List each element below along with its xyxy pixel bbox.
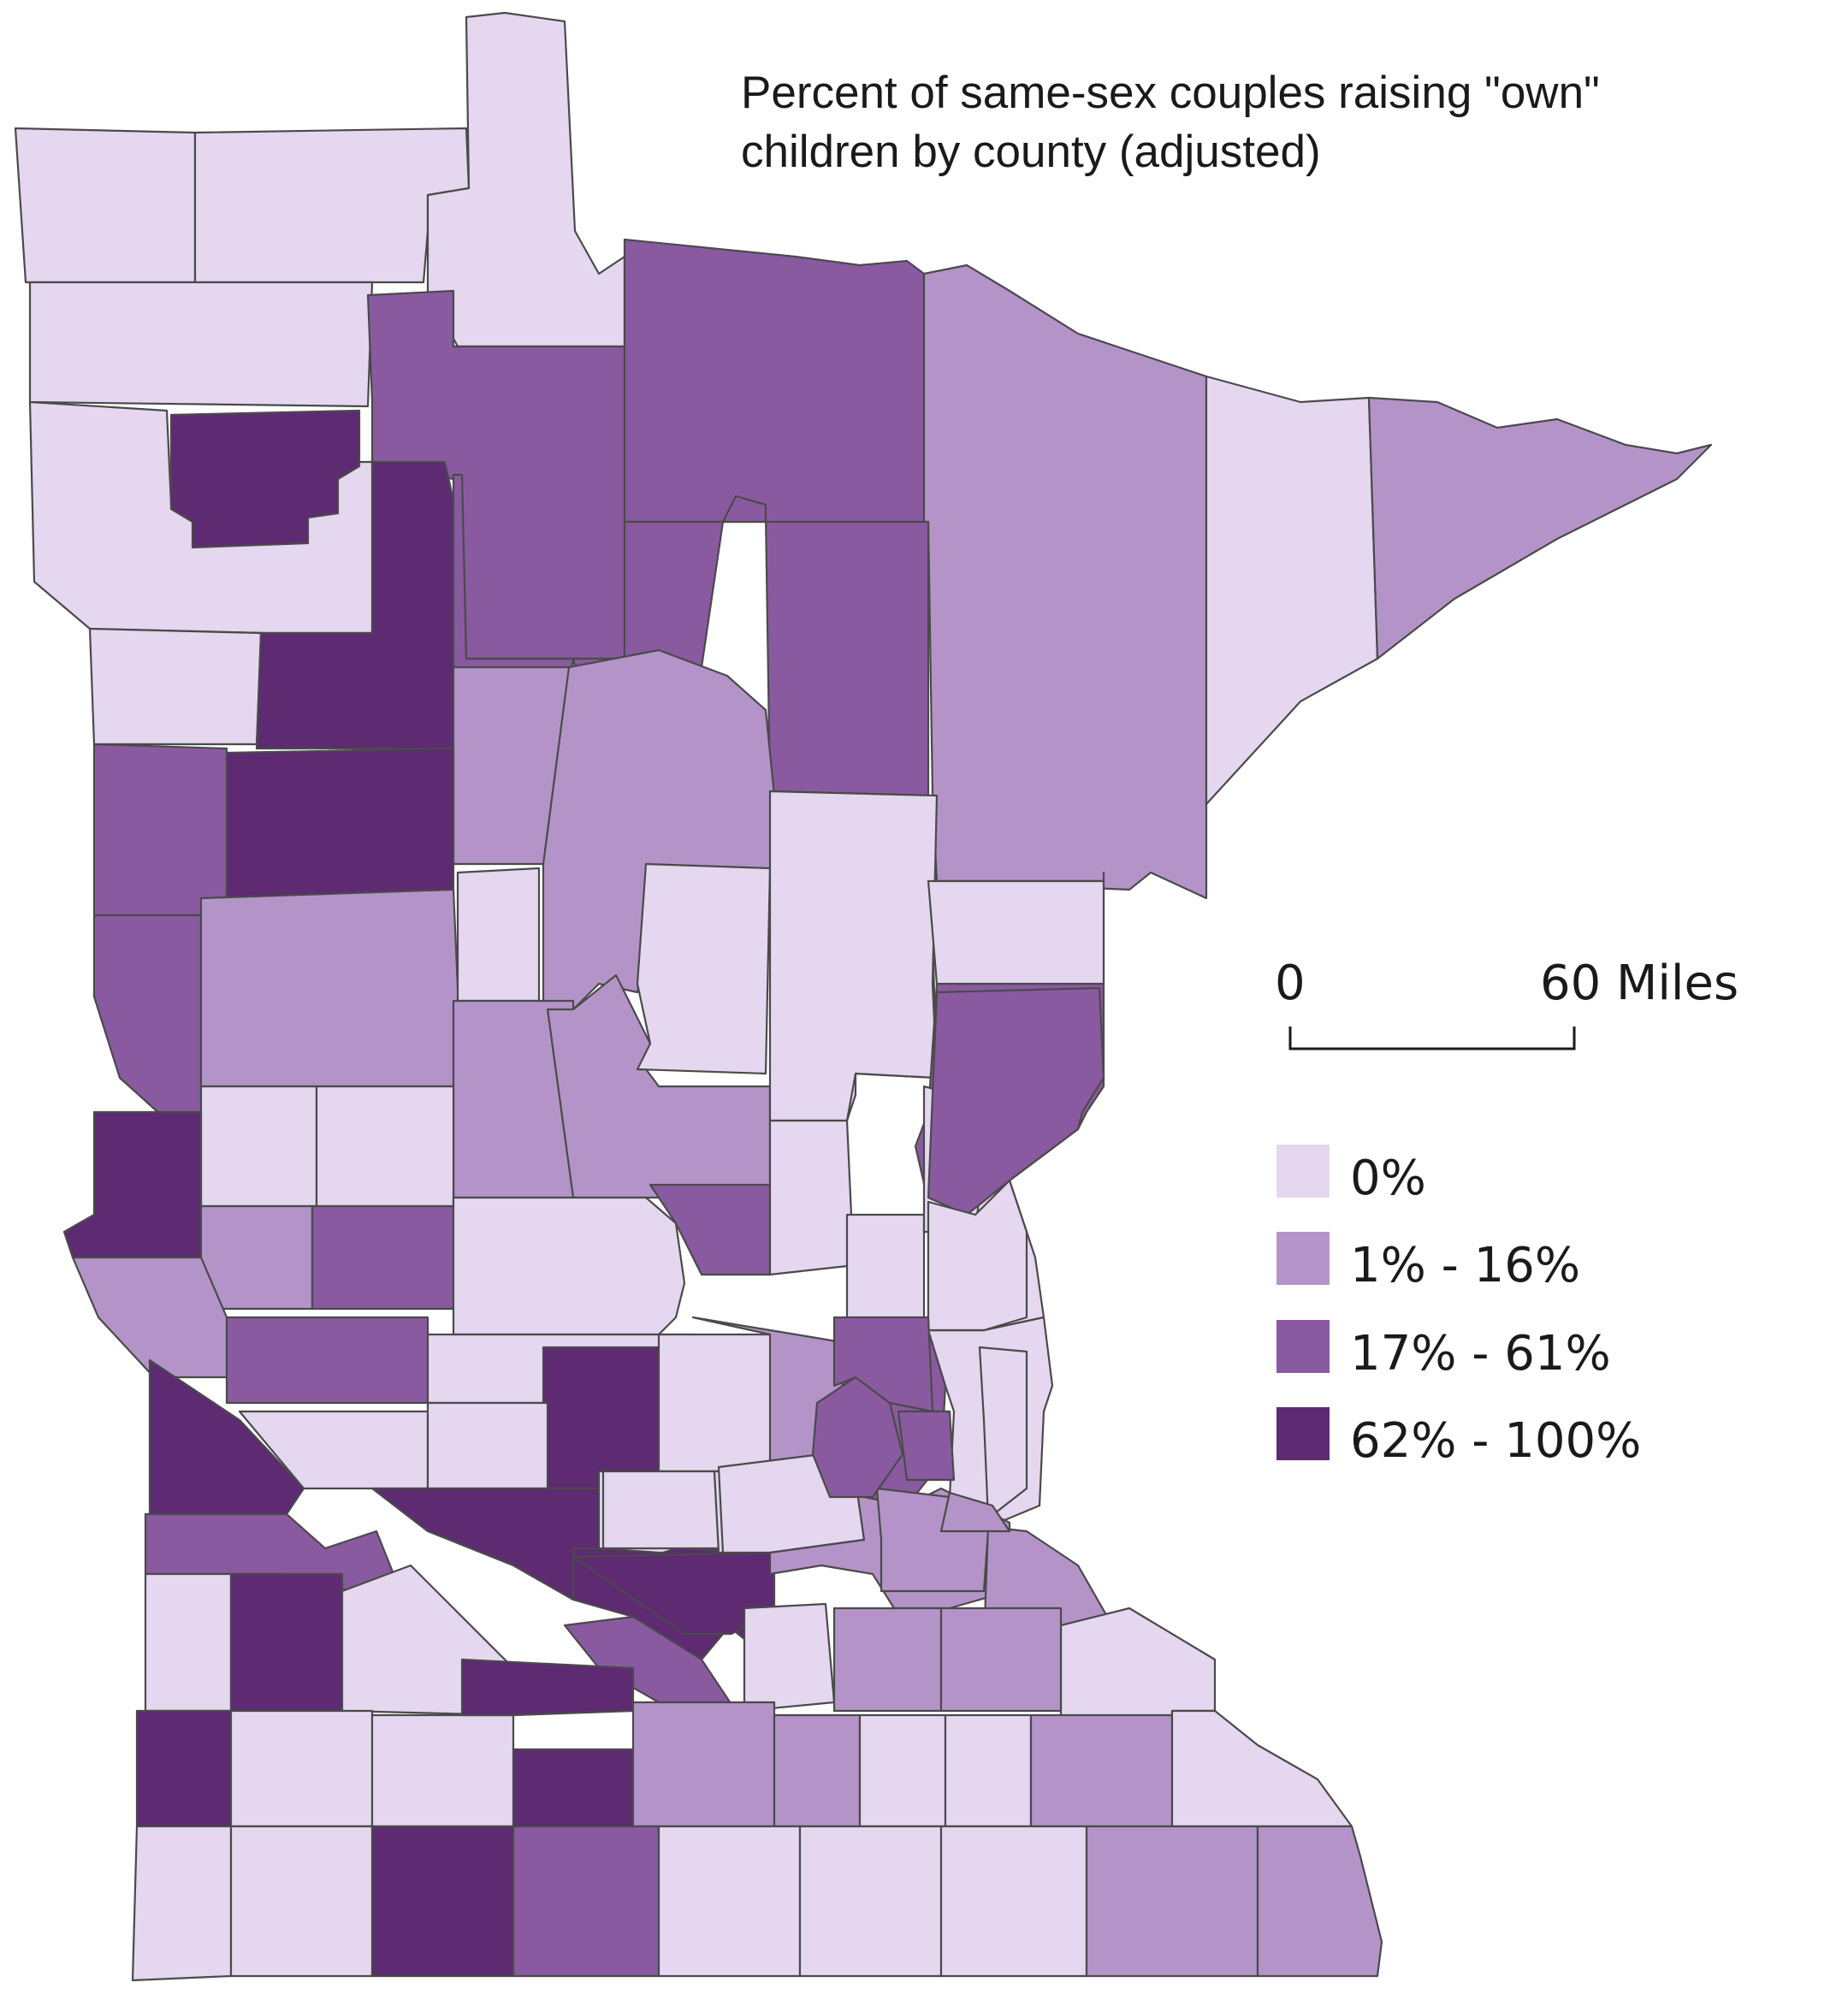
county — [28, 281, 374, 408]
county — [1029, 1713, 1174, 1828]
county — [452, 1196, 686, 1336]
county — [144, 1572, 233, 1713]
legend: 0% 1% - 16% 17% - 61% 62% - 100% — [1276, 1145, 1641, 1469]
map-title-line-1: Percent of same-sex couples raising "own… — [741, 68, 1600, 118]
county — [14, 127, 197, 284]
county — [939, 1607, 1063, 1713]
county — [939, 1825, 1088, 1978]
county — [1205, 375, 1379, 806]
county — [512, 1748, 635, 1828]
county — [922, 263, 1208, 900]
county — [225, 747, 455, 900]
map-title-line-2: children by county (adjusted) — [741, 127, 1321, 177]
county — [199, 1085, 318, 1208]
county — [456, 867, 541, 1003]
county — [601, 1470, 720, 1550]
legend-label-1: 1% - 16% — [1350, 1238, 1580, 1293]
county — [370, 1713, 515, 1828]
county — [426, 1401, 549, 1490]
legend-label-3: 62% - 100% — [1350, 1413, 1641, 1469]
county — [131, 1825, 233, 1982]
county — [460, 1658, 635, 1717]
county — [92, 743, 228, 917]
counties — [14, 11, 1713, 1982]
scale-start-label: 0 — [1275, 956, 1306, 1011]
scale-end-label: 60 Miles — [1540, 956, 1738, 1011]
county — [649, 1183, 772, 1276]
county — [315, 1085, 455, 1208]
county — [773, 1713, 862, 1828]
legend-swatch-1 — [1276, 1232, 1330, 1285]
county — [978, 1346, 1028, 1520]
county — [631, 1701, 776, 1828]
county — [623, 238, 926, 524]
county — [370, 1825, 515, 1978]
county — [927, 871, 1105, 985]
county — [199, 1204, 314, 1311]
legend-label-0: 0% — [1350, 1151, 1426, 1206]
county — [62, 1110, 203, 1259]
county — [135, 1709, 233, 1828]
legend-swatch-2 — [1276, 1320, 1330, 1373]
county — [858, 1713, 947, 1828]
county — [743, 1602, 836, 1713]
county — [225, 1316, 429, 1405]
county — [512, 1825, 660, 1978]
county — [1256, 1825, 1383, 1978]
county — [229, 1825, 374, 1978]
county — [657, 1825, 802, 1978]
county — [897, 1410, 956, 1482]
county — [832, 1607, 943, 1713]
county — [148, 1358, 305, 1516]
county — [88, 627, 263, 746]
county — [229, 1709, 374, 1828]
county — [798, 1825, 943, 1978]
county — [311, 1204, 455, 1311]
county — [832, 1316, 934, 1413]
county — [199, 888, 464, 1088]
county — [768, 1119, 853, 1276]
county — [1085, 1825, 1259, 1978]
county — [169, 409, 361, 549]
county — [92, 914, 203, 1118]
county — [927, 1179, 1028, 1332]
legend-swatch-0 — [1276, 1145, 1330, 1198]
legend-label-2: 17% - 61% — [1350, 1326, 1611, 1382]
county — [768, 790, 939, 1122]
county — [229, 1572, 344, 1713]
county — [657, 1333, 776, 1473]
county — [542, 1346, 660, 1490]
county — [927, 986, 1105, 1216]
scale-bar-line — [1288, 1027, 1576, 1050]
county — [1367, 396, 1713, 660]
scale-bar: 0 60 Miles — [1275, 956, 1738, 1050]
county — [944, 1713, 1033, 1828]
legend-swatch-3 — [1276, 1407, 1330, 1460]
county — [939, 1491, 1011, 1533]
county — [1170, 1709, 1353, 1828]
county — [636, 862, 772, 1075]
